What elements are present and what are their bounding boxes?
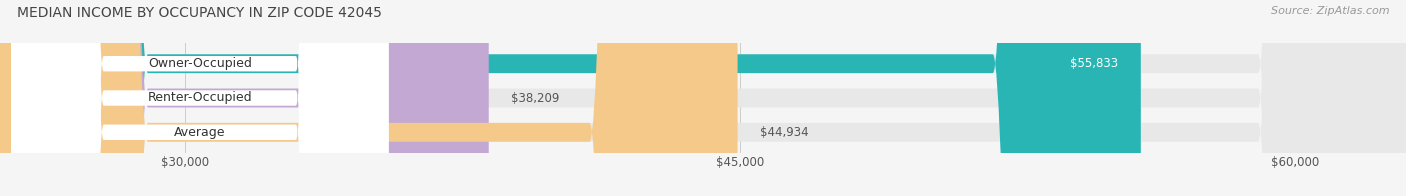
FancyBboxPatch shape <box>11 0 388 196</box>
Text: $38,209: $38,209 <box>510 92 560 104</box>
Text: Average: Average <box>174 126 225 139</box>
Text: Owner-Occupied: Owner-Occupied <box>148 57 252 70</box>
Text: $44,934: $44,934 <box>759 126 808 139</box>
FancyBboxPatch shape <box>11 0 388 196</box>
Text: Source: ZipAtlas.com: Source: ZipAtlas.com <box>1271 6 1389 16</box>
FancyBboxPatch shape <box>0 0 489 196</box>
Text: Renter-Occupied: Renter-Occupied <box>148 92 252 104</box>
FancyBboxPatch shape <box>0 0 738 196</box>
FancyBboxPatch shape <box>0 0 1140 196</box>
Text: MEDIAN INCOME BY OCCUPANCY IN ZIP CODE 42045: MEDIAN INCOME BY OCCUPANCY IN ZIP CODE 4… <box>17 6 382 20</box>
Text: $55,833: $55,833 <box>1070 57 1119 70</box>
FancyBboxPatch shape <box>11 0 388 196</box>
